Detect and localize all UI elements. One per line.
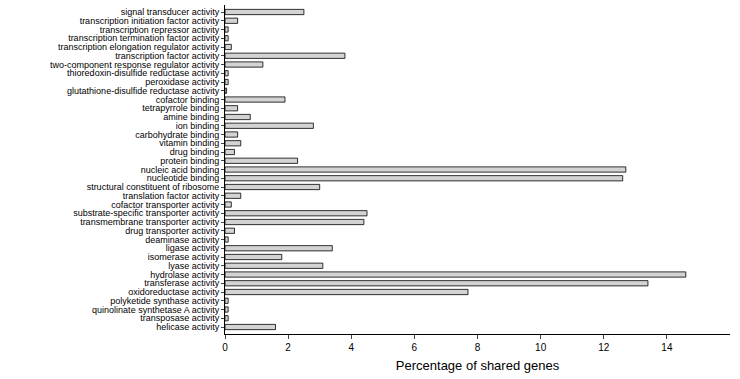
svg-text:peroxidase activity: peroxidase activity <box>145 77 220 87</box>
svg-text:tetrapyrrole binding: tetrapyrrole binding <box>142 103 219 113</box>
svg-text:drug transporter activity: drug transporter activity <box>125 226 220 236</box>
svg-text:transcription repressor activi: transcription repressor activity <box>100 25 220 35</box>
svg-text:thioredoxin-disulfide reductas: thioredoxin-disulfide reductase activity <box>67 68 220 78</box>
svg-text:6: 6 <box>412 342 418 353</box>
svg-text:oxidoreductase activity: oxidoreductase activity <box>128 287 220 297</box>
svg-text:helicase activity: helicase activity <box>156 322 220 332</box>
svg-text:transmembrane transporter acti: transmembrane transporter activity <box>80 217 220 227</box>
svg-text:quinolinate synthetase A activ: quinolinate synthetase A activity <box>92 305 220 315</box>
svg-text:Percentage of shared genes: Percentage of shared genes <box>396 358 560 373</box>
svg-text:isomerase activity: isomerase activity <box>148 252 220 262</box>
svg-text:ion binding: ion binding <box>176 121 220 131</box>
svg-text:glutathione-disulfide reductas: glutathione-disulfide reductase activity <box>67 86 220 96</box>
svg-text:transferase activity: transferase activity <box>144 278 220 288</box>
svg-text:deaminase activity: deaminase activity <box>145 235 220 245</box>
svg-text:protein binding: protein binding <box>160 156 219 166</box>
svg-text:cofactor binding: cofactor binding <box>156 95 220 105</box>
svg-text:transcription termination fact: transcription termination factor activit… <box>68 33 220 43</box>
svg-text:nucleotide binding: nucleotide binding <box>147 173 220 183</box>
svg-text:0: 0 <box>222 342 228 353</box>
svg-text:ligase activity: ligase activity <box>166 243 220 253</box>
svg-text:two-component response regulat: two-component response regulator activit… <box>50 60 220 70</box>
svg-text:hydrolase activity: hydrolase activity <box>150 270 220 280</box>
svg-text:4: 4 <box>348 342 354 353</box>
svg-text:transcription initiation facto: transcription initiation factor activity <box>80 16 220 26</box>
svg-text:substrate-specific transporter: substrate-specific transporter activity <box>73 208 220 218</box>
svg-text:lyase activity: lyase activity <box>168 261 220 271</box>
svg-text:polyketide synthase activity: polyketide synthase activity <box>110 296 220 306</box>
svg-text:amine binding: amine binding <box>163 112 219 122</box>
svg-text:nucleic acid binding: nucleic acid binding <box>141 165 220 175</box>
svg-text:transcription elongation regul: transcription elongation regulator activ… <box>58 42 220 52</box>
svg-text:structural constituent of ribo: structural constituent of ribosome <box>87 182 220 192</box>
svg-text:transposase activity: transposase activity <box>140 313 220 323</box>
svg-text:cofactor transporter activity: cofactor transporter activity <box>111 200 220 210</box>
svg-text:signal transducer activity: signal transducer activity <box>121 7 220 17</box>
svg-text:translation factor activity: translation factor activity <box>123 191 220 201</box>
svg-text:drug binding: drug binding <box>170 147 220 157</box>
svg-text:transcription factor activity: transcription factor activity <box>115 51 220 61</box>
svg-text:2: 2 <box>285 342 291 353</box>
svg-text:14: 14 <box>661 342 673 353</box>
svg-text:8: 8 <box>475 342 481 353</box>
svg-text:10: 10 <box>535 342 547 353</box>
svg-text:carbohydrate binding: carbohydrate binding <box>135 130 219 140</box>
svg-text:vitamin binding: vitamin binding <box>159 138 219 148</box>
svg-text:12: 12 <box>598 342 610 353</box>
